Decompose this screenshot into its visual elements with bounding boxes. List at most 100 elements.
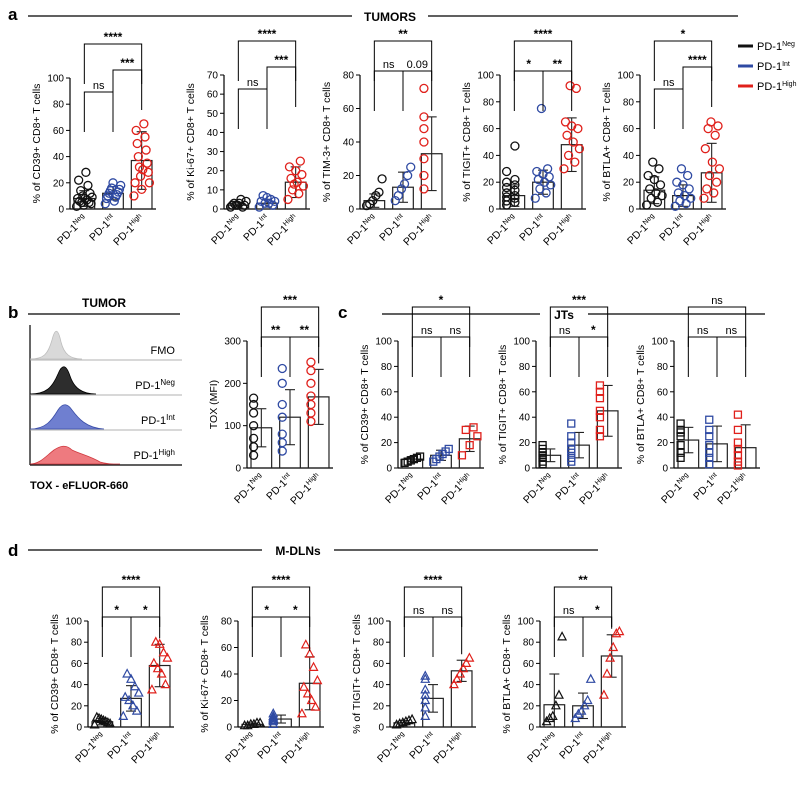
data-point (255, 717, 266, 727)
chart-d4: 0 20 40 60 80 100 % of BTLA+ CD8+ T cells PD-1N… (501, 573, 626, 766)
y-tick-label: 60 (207, 90, 219, 101)
data-point (420, 689, 431, 699)
data-point (585, 673, 596, 683)
y-tick-label: 20 (657, 438, 669, 449)
y-tick-label: 60 (483, 124, 495, 135)
significance-label: *** (572, 293, 586, 307)
data-point (118, 710, 129, 721)
x-category-label: PD-1High (279, 731, 315, 767)
significance-label: ns (413, 605, 425, 617)
y-axis-label: % of BTLA+ CD8+ T cells (601, 82, 613, 201)
significance-bracket (112, 69, 143, 110)
data-point (419, 154, 429, 164)
data-point (72, 193, 83, 204)
data-point (248, 718, 259, 728)
x-category-label: PD-1High (541, 213, 577, 249)
data-point (296, 707, 307, 718)
y-tick-label: 20 (523, 701, 535, 712)
data-point (679, 190, 690, 201)
y-tick-label: 40 (343, 138, 355, 149)
chart-a4: 0 20 40 60 80 100 % of TIGIT+ CD8+ T cells PD-1… (461, 27, 586, 248)
data-point (567, 432, 576, 441)
significance-label: ns (663, 77, 675, 89)
chart-c2: 0 20 40 60 80 100 % of TIGIT+ CD8+ T cells PD-1… (497, 293, 622, 507)
data-point (595, 381, 605, 390)
data-point (283, 194, 293, 205)
significance-bracket (373, 40, 433, 81)
data-point (702, 184, 712, 194)
y-tick-label: 60 (343, 104, 355, 115)
chart-a5: 0 20 40 60 80 100 % of BTLA+ CD8+ T cells PD-1N… (601, 27, 726, 248)
y-tick-label: 80 (71, 638, 83, 649)
data-point (236, 194, 246, 205)
y-tick-label: 0 (235, 464, 241, 475)
chart-c1: 0 20 40 60 80 100 % of CD39+ CD8+ T cells PD-1N… (359, 293, 484, 507)
y-tick-label: 0 (528, 723, 534, 734)
y-tick-label: 20 (207, 166, 219, 177)
data-point (699, 193, 709, 203)
data-point (560, 117, 571, 127)
y-tick-label: 20 (373, 701, 385, 712)
significance-bracket (716, 336, 747, 377)
y-tick-label: 20 (623, 178, 635, 189)
data-point (107, 183, 117, 193)
panel-label-c: c (338, 303, 347, 322)
data-point (227, 200, 237, 210)
data-point (582, 694, 593, 705)
data-point (277, 363, 287, 374)
data-point (277, 429, 287, 439)
y-tick-label: 100 (47, 74, 64, 85)
significance-label: ns (247, 77, 259, 89)
data-point (709, 188, 719, 198)
significance-label: **** (122, 573, 141, 587)
x-category-label: PD-1High (715, 472, 751, 508)
significance-bracket (403, 586, 463, 627)
data-point (132, 138, 142, 149)
data-point (567, 453, 576, 462)
y-tick-label: 60 (71, 659, 83, 670)
data-point (138, 165, 148, 175)
data-point (248, 433, 259, 444)
data-point (98, 714, 109, 725)
significance-bracket (432, 616, 463, 657)
y-tick-label: 40 (519, 413, 531, 424)
data-point (538, 440, 547, 450)
significance-bracket (251, 616, 282, 657)
significance-bracket (237, 40, 297, 81)
significance-label: * (591, 323, 596, 337)
significance-bracket (289, 336, 320, 377)
x-category-label: PD-1Neg (525, 731, 560, 766)
significance-label: ns (726, 325, 738, 337)
x-category-label: PD-1High (431, 731, 467, 767)
data-point (547, 710, 558, 721)
data-point (308, 661, 319, 671)
data-point (306, 365, 316, 376)
data-point (706, 117, 716, 127)
data-point (146, 684, 157, 694)
data-point (248, 408, 259, 418)
data-point (710, 130, 720, 140)
y-tick-label: 80 (373, 638, 385, 649)
histogram-label-neg: PD-1Neg (135, 378, 175, 392)
y-tick-label: 20 (343, 171, 355, 182)
significance-label: * (526, 57, 531, 71)
data-point (94, 712, 105, 723)
significance-label: ** (398, 27, 408, 41)
significance-bracket (101, 586, 161, 627)
data-point (81, 167, 91, 177)
significance-label: * (114, 603, 119, 617)
y-axis-label: % of BTLA+ CD8+ T cells (635, 345, 647, 464)
data-point (102, 716, 113, 727)
data-point (733, 410, 743, 419)
x-category-label: PD-1Neg (375, 731, 410, 766)
y-tick-label: 100 (224, 421, 241, 432)
data-point (399, 179, 410, 189)
x-category-label: PD-1High (439, 472, 475, 508)
data-point (277, 399, 287, 410)
significance-label: **** (534, 27, 553, 41)
data-point (142, 158, 152, 168)
data-point (565, 81, 575, 91)
x-category-label: PD-1Neg (73, 731, 108, 766)
data-point (304, 648, 315, 658)
data-point (419, 170, 429, 181)
